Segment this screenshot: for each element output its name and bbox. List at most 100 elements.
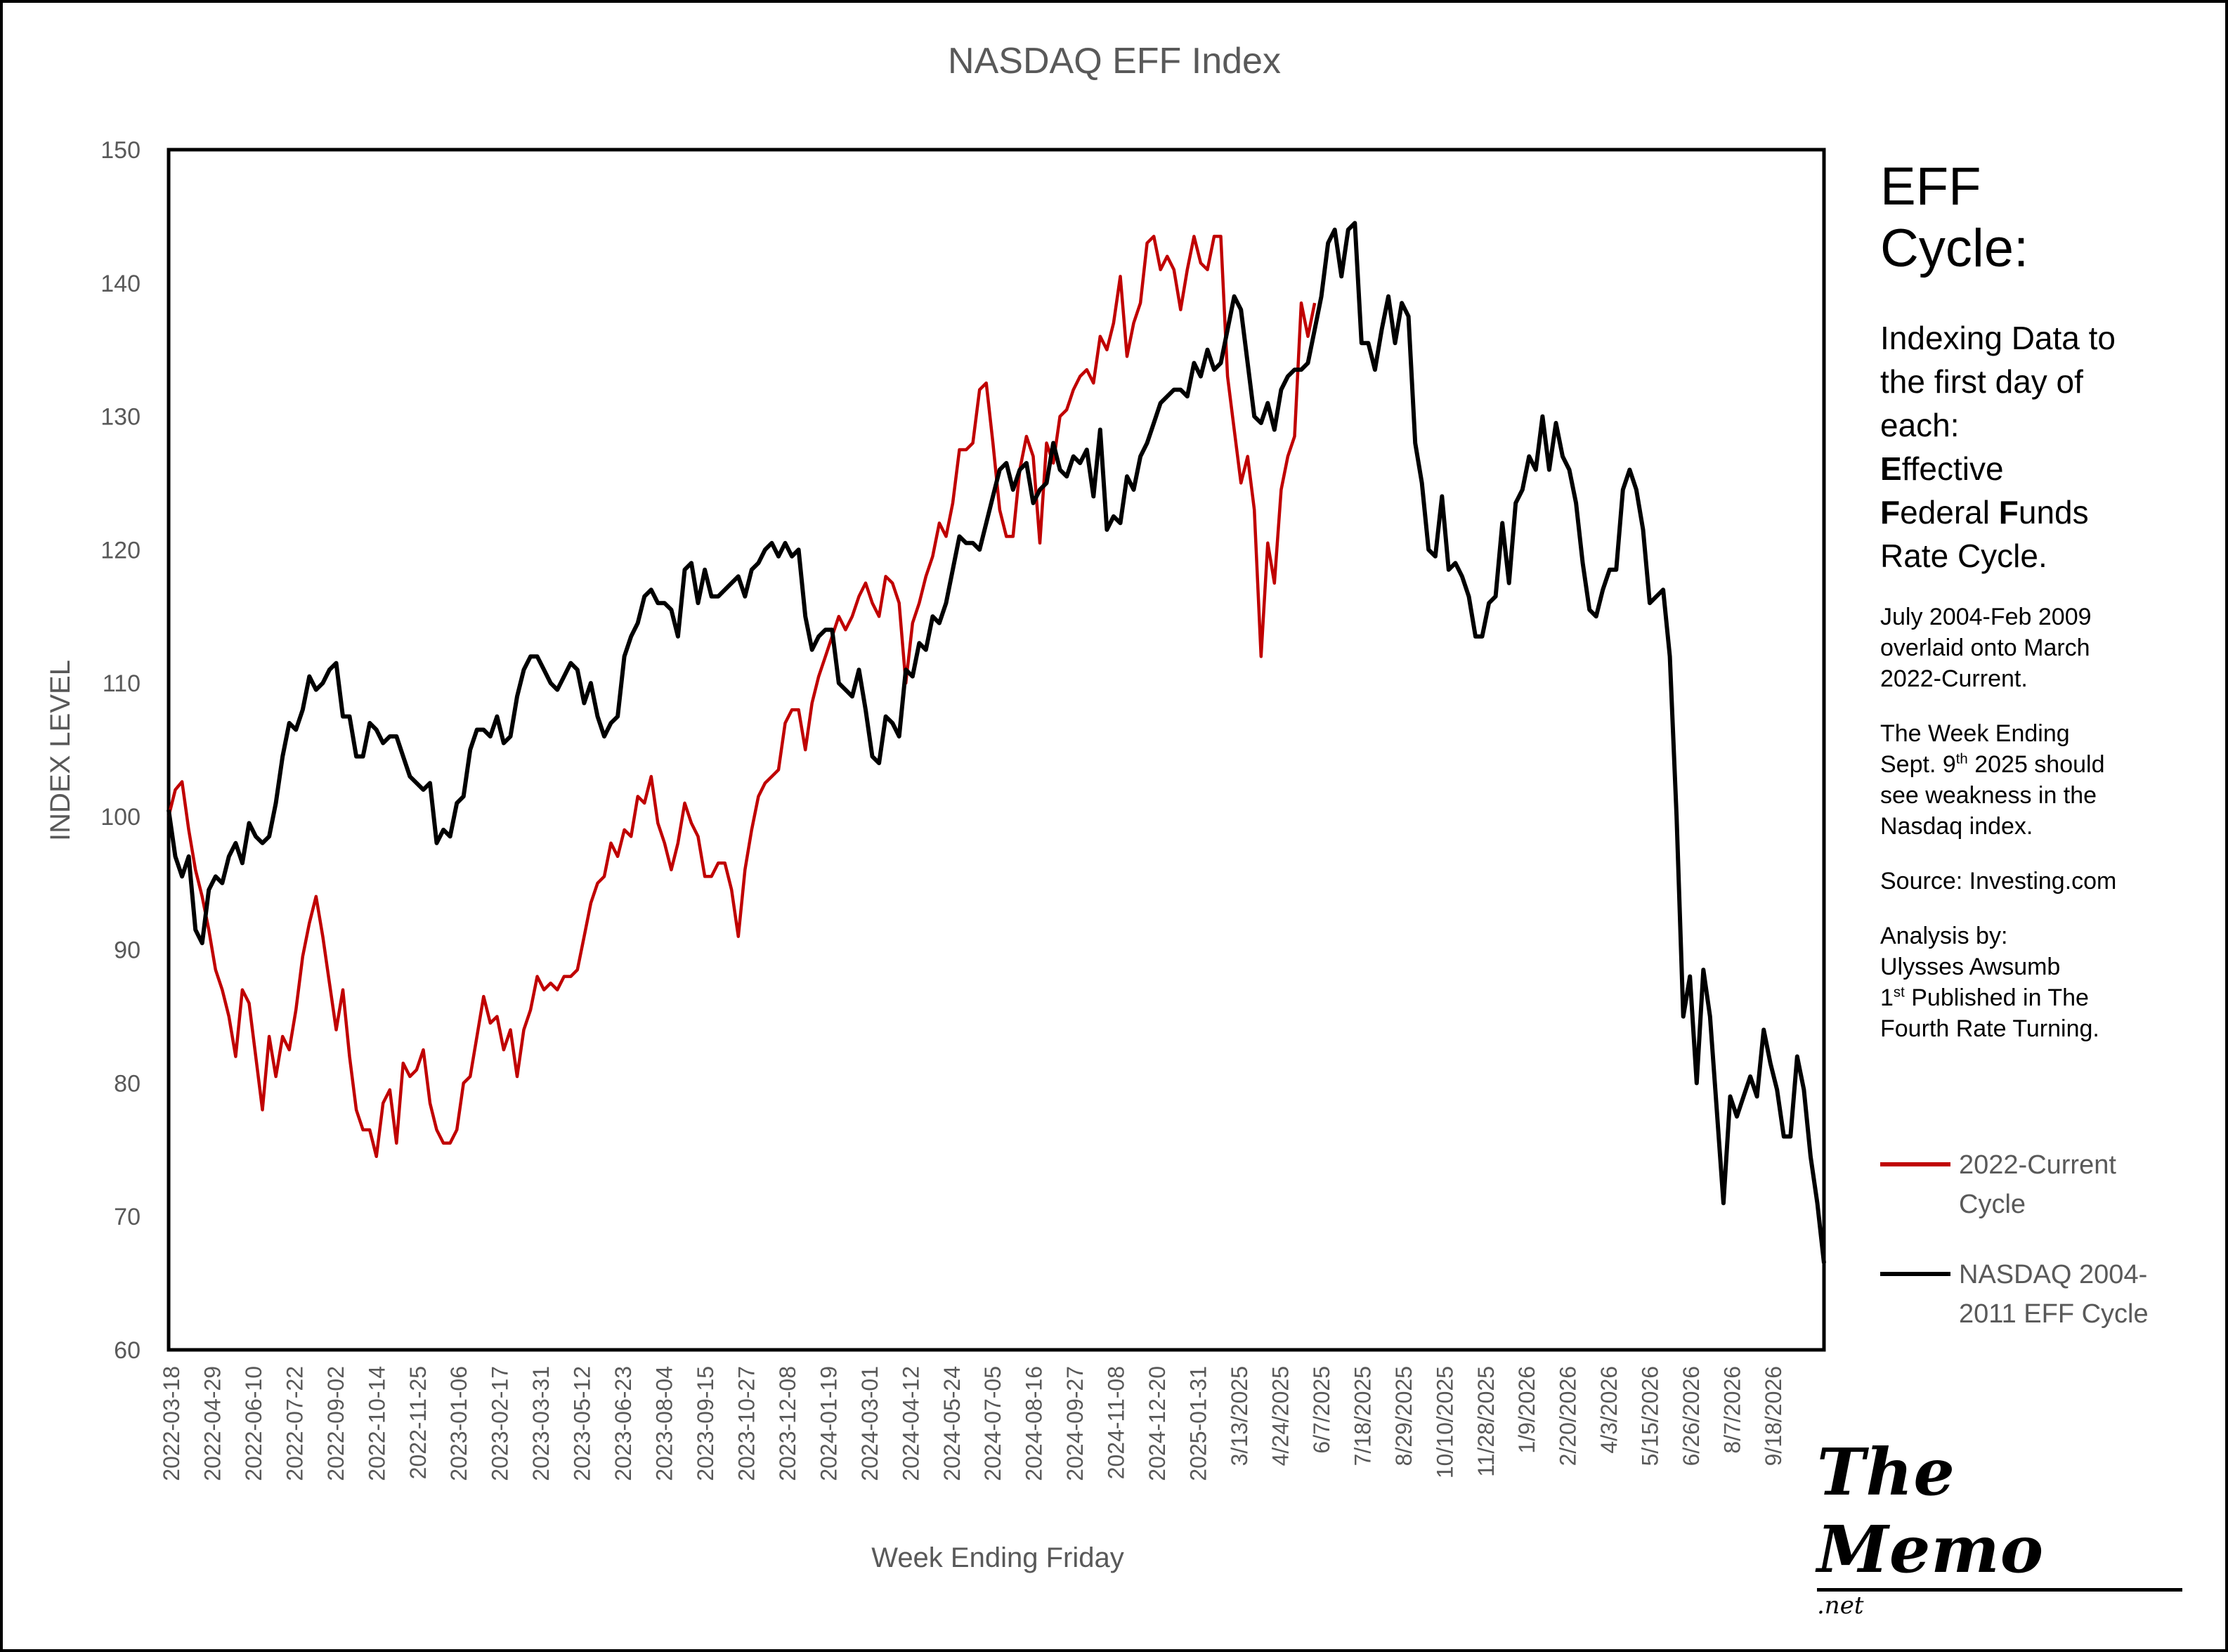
sub-line-1: Indexing Data to — [1880, 320, 2116, 356]
legend-item-current: 2022-Current Cycle — [1880, 1145, 2217, 1224]
plot-area — [167, 148, 1826, 1352]
source-line: Source: Investing.com — [1880, 868, 2117, 895]
pub-sup: st — [1893, 984, 1905, 1001]
week-line-4: Nasdaq index. — [1880, 813, 2033, 840]
analysis-line-4: Fourth Rate Turning. — [1880, 1015, 2099, 1042]
legend-label-2004-2: 2011 EFF Cycle — [1959, 1299, 2149, 1329]
y-tick-label: 60 — [114, 1337, 141, 1364]
analysis-line-3: 1st Published in The — [1880, 982, 2210, 1013]
y-axis-title: INDEX LEVEL — [45, 660, 76, 841]
x-tick-label: 6/26/2026 — [1679, 1366, 1704, 1466]
e-bold: E — [1880, 450, 1902, 487]
series-line-nasdaq-2004-2011 — [167, 221, 1826, 1263]
week-sup: th — [1955, 751, 1968, 767]
y-tick-label: 140 — [100, 271, 141, 297]
x-tick-label: 2023-06-23 — [611, 1366, 636, 1481]
f1-bold: F — [1880, 494, 1901, 531]
x-tick-label: 2022-03-18 — [159, 1366, 184, 1481]
x-tick-label: 2023-12-08 — [775, 1366, 800, 1481]
x-tick-label: 2024-03-01 — [857, 1366, 882, 1481]
the-memo-logo: The Memo.net — [1817, 1433, 2182, 1620]
f2-rest: unds — [2018, 494, 2089, 531]
legend-swatch-red — [1880, 1162, 1950, 1166]
logo-suffix-text: .net — [1817, 1592, 1864, 1620]
x-tick-label: 8/7/2026 — [1720, 1366, 1745, 1454]
legend-label-current-1: 2022-Current — [1959, 1150, 2116, 1180]
y-tick-label: 120 — [100, 537, 141, 564]
x-tick-label: 2024-11-08 — [1104, 1366, 1129, 1479]
overlay-line-3: 2022-Current. — [1880, 665, 2028, 692]
sub-line-5: Federal Funds — [1880, 494, 2089, 531]
x-tick-label: 1/9/2026 — [1514, 1366, 1539, 1454]
y-tick-label: 90 — [114, 937, 141, 964]
x-tick-label: 2022-09-02 — [323, 1366, 348, 1481]
x-tick-label: 2023-03-31 — [528, 1366, 554, 1481]
x-tick-label: 2/20/2026 — [1556, 1366, 1581, 1466]
x-tick-label: 2022-11-25 — [405, 1366, 431, 1479]
x-tick-label: 2022-06-10 — [241, 1366, 266, 1481]
y-tick-label: 110 — [103, 670, 141, 697]
logo-main-text: The Memo — [1817, 1433, 2182, 1592]
x-tick-label: 5/15/2026 — [1638, 1366, 1663, 1466]
x-tick-label: 2024-12-20 — [1145, 1366, 1170, 1481]
x-tick-label: 8/29/2025 — [1391, 1366, 1416, 1466]
analysis-note: Analysis by: Ulysses Awsumb 1st Publishe… — [1880, 921, 2210, 1044]
analysis-line-1: Analysis by: — [1880, 923, 2008, 949]
overlay-line-1: July 2004-Feb 2009 — [1880, 604, 2092, 630]
week-pre: Sept. 9 — [1880, 751, 1956, 778]
x-tick-label: 2022-04-29 — [200, 1366, 225, 1481]
x-tick-label: 2022-07-22 — [282, 1366, 307, 1481]
week-line-2: Sept. 9th 2025 should — [1880, 749, 2210, 780]
legend-label-current-2: Cycle — [1959, 1190, 2026, 1219]
week-line-3: see weakness in the — [1880, 782, 2097, 809]
week-note: The Week Ending Sept. 9th 2025 should se… — [1880, 718, 2210, 842]
x-tick-label: 2024-08-16 — [1022, 1366, 1047, 1481]
x-tick-label: 2023-01-06 — [446, 1366, 471, 1481]
legend-item-2004: NASDAQ 2004- 2011 EFF Cycle — [1880, 1255, 2217, 1334]
x-axis-ticks: 2022-03-18 2022-04-29 2022-06-10 2022-07-22… — [159, 1366, 1786, 1481]
series-line-2022-current — [167, 235, 1317, 1159]
x-tick-label: 2022-10-14 — [364, 1366, 389, 1481]
x-tick-label: 2024-07-05 — [980, 1366, 1005, 1481]
x-tick-label: 2024-09-27 — [1062, 1366, 1088, 1481]
y-axis-ticks: 60 70 80 90 100 110 120 130 140 150 — [100, 137, 141, 1364]
sub-line-2: the first day of — [1880, 363, 2083, 400]
overlay-line-2: overlaid onto March — [1880, 635, 2090, 661]
week-line-1: The Week Ending — [1880, 720, 2070, 747]
y-tick-label: 130 — [100, 404, 141, 431]
side-panel: EFF Cycle: Indexing Data to the first da… — [1880, 156, 2210, 1044]
x-tick-label: 6/7/2025 — [1309, 1366, 1334, 1454]
sub-line-3: each: — [1880, 407, 1960, 443]
x-tick-label: 9/18/2026 — [1761, 1366, 1786, 1466]
x-tick-label: 11/28/2025 — [1473, 1366, 1499, 1477]
e-rest: ffective — [1901, 450, 2004, 487]
x-tick-label: 10/10/2025 — [1432, 1366, 1457, 1478]
x-tick-label: 2023-05-12 — [570, 1366, 595, 1481]
side-subheading: Indexing Data to the first day of each: … — [1880, 316, 2210, 578]
side-heading: EFF Cycle: — [1880, 156, 2210, 280]
sub-line-6: Rate Cycle. — [1880, 538, 2047, 574]
x-tick-label: 7/18/2025 — [1350, 1366, 1375, 1466]
overlay-note: July 2004-Feb 2009 overlaid onto March 2… — [1880, 601, 2210, 694]
y-tick-label: 80 — [114, 1070, 141, 1097]
legend: 2022-Current Cycle NASDAQ 2004- 2011 EFF… — [1880, 1145, 2217, 1365]
y-tick-label: 100 — [100, 804, 141, 831]
x-tick-label: 3/13/2025 — [1227, 1366, 1252, 1466]
x-tick-label: 2025-01-31 — [1186, 1366, 1211, 1481]
side-heading-line-1: EFF — [1880, 157, 1981, 216]
f1-rest: ederal — [1900, 494, 1999, 531]
x-tick-label: 4/3/2026 — [1596, 1366, 1622, 1454]
f2-bold: F — [1998, 494, 2019, 531]
y-tick-label: 150 — [100, 137, 141, 164]
x-axis-title: Week Ending Friday — [871, 1542, 1123, 1573]
series-layer — [167, 221, 1826, 1263]
pub-post: Published in The — [1904, 984, 2089, 1011]
legend-swatch-black — [1880, 1272, 1950, 1276]
x-tick-label: 2024-04-12 — [898, 1366, 923, 1481]
x-tick-label: 2024-01-19 — [816, 1366, 841, 1481]
chart-title: NASDAQ EFF Index — [948, 41, 1281, 82]
y-tick-label: 70 — [114, 1204, 141, 1230]
legend-label-2004-1: NASDAQ 2004- — [1959, 1260, 2148, 1289]
x-tick-label: 2023-09-15 — [693, 1366, 718, 1481]
